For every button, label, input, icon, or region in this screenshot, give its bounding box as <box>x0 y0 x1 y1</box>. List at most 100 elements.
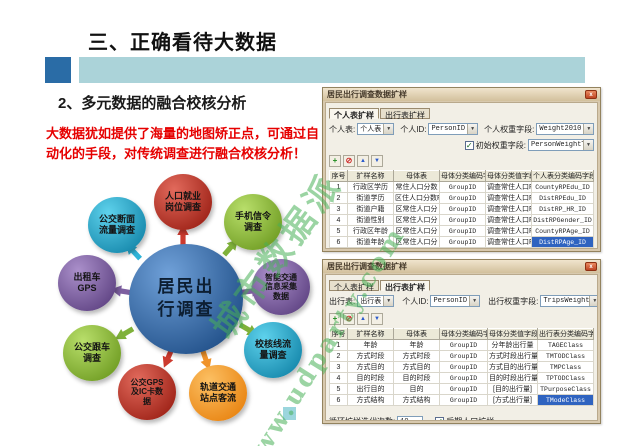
table-cell[interactable]: 调查常住人口F <box>485 181 532 193</box>
loop-iterations-input[interactable] <box>397 416 424 420</box>
table-row[interactable]: 5 行政区年龄 区常住人口分 GroupID 调查常住人口F CountyRPAge_ID <box>329 225 594 237</box>
table-row[interactable]: 2 方式时段 方式时段 GroupID 方式时段出行量 TMTODClass <box>329 350 594 362</box>
column-header[interactable]: 母体分类值字段 <box>487 328 538 340</box>
table-cell[interactable]: TAGEClass <box>537 339 594 351</box>
move-down-icon[interactable]: ▼ <box>371 155 383 167</box>
column-header[interactable]: 出行表分类编码字段 <box>537 328 594 340</box>
table-cell[interactable]: 4 <box>329 214 348 226</box>
chevron-down-icon[interactable]: ▼ <box>469 296 480 306</box>
add-icon[interactable]: + <box>329 155 341 167</box>
trip-weight-combo[interactable]: TripsWeight ▼ <box>540 295 597 307</box>
table-cell[interactable]: CountyHomeFP_ID <box>531 247 594 248</box>
init-weight-combo[interactable]: PersonWeightT ▼ <box>528 139 594 151</box>
chevron-down-icon[interactable]: ▼ <box>583 124 594 134</box>
table-cell[interactable]: GroupID <box>439 192 486 204</box>
table-select-combo[interactable]: 出行表 ▼ <box>357 295 395 307</box>
table-cell[interactable]: 街道性别 <box>347 214 394 226</box>
table-cell[interactable]: 调查常住人口F <box>485 192 532 204</box>
table-cell[interactable]: GroupID <box>439 361 488 373</box>
table-row[interactable]: 1 行政区学历 常住人口分数 GroupID 调查常住人口F CountyRPEdu_ID <box>329 181 594 193</box>
table-cell[interactable]: CountyRPEdu_ID <box>531 181 594 193</box>
table-cell[interactable]: 年龄 <box>347 339 394 351</box>
table-cell[interactable]: GroupID <box>439 383 488 395</box>
column-header[interactable]: 序号 <box>329 170 348 182</box>
table-row[interactable]: 7居家流动人口社区居家流动GroupID调查流动人口母CountyHomeFP_… <box>329 247 594 248</box>
table-cell[interactable]: 方式目的 <box>393 361 440 373</box>
table-cell[interactable]: 4 <box>329 372 348 384</box>
column-header[interactable]: 序号 <box>329 328 348 340</box>
table-cell[interactable]: 年龄 <box>393 339 440 351</box>
table-cell[interactable]: GroupID <box>439 214 486 226</box>
table-row[interactable]: 6 方式结构 方式结构 GroupID [方式出行量] TModeClass <box>329 394 594 406</box>
table-cell[interactable]: 方式时段出行量 <box>487 350 538 362</box>
table-row[interactable]: 1 年龄 年龄 GroupID 分年龄出行量 TAGEClass <box>329 339 594 351</box>
table-row[interactable]: 3 方式目的 方式目的 GroupID 方式目的出行量 TMPClass <box>329 361 594 373</box>
table-cell[interactable]: GroupID <box>439 339 488 351</box>
table-row[interactable]: 5 出行目的 目的 GroupID [目的出行量] TPurposeClass <box>329 383 594 395</box>
table-cell[interactable]: GroupID <box>439 247 486 248</box>
column-header[interactable]: 母体分类编码字段 <box>439 170 486 182</box>
chevron-down-icon[interactable]: ▼ <box>383 124 394 134</box>
close-icon[interactable]: x <box>585 262 597 271</box>
chevron-down-icon[interactable]: ▼ <box>583 140 593 150</box>
table-cell[interactable]: GroupID <box>439 181 486 193</box>
column-header[interactable]: 母体表 <box>393 328 440 340</box>
table-cell[interactable]: 行政区学历 <box>347 181 394 193</box>
table-cell[interactable]: 2 <box>329 192 348 204</box>
person-id-combo[interactable]: PersonID ▼ <box>430 295 481 307</box>
table-row[interactable]: 4 街道性别 区常住人口分 GroupID 调查常住人口F DistRPGender_ID <box>329 214 594 226</box>
table-cell[interactable]: 行政区年龄 <box>347 225 394 237</box>
table-cell[interactable]: 方式目的出行量 <box>487 361 538 373</box>
table-select-combo[interactable]: 个人表 ▼ <box>357 123 395 135</box>
table-cell[interactable]: 7 <box>329 247 348 248</box>
chevron-down-icon[interactable]: ▼ <box>467 124 478 134</box>
table-cell[interactable]: TModeClass <box>537 394 594 406</box>
table-cell[interactable]: [方式出行量] <box>487 394 538 406</box>
column-header[interactable]: 个人表分类编码字段 <box>531 170 594 182</box>
weight-field-combo[interactable]: Weight2010 ▼ <box>536 123 595 135</box>
table-cell[interactable]: TMTODClass <box>537 350 594 362</box>
table-cell[interactable]: 区常住人口分 <box>393 225 440 237</box>
move-down-icon[interactable]: ▼ <box>371 313 383 325</box>
table-cell[interactable]: 5 <box>329 225 348 237</box>
table-cell[interactable]: 方式时段 <box>393 350 440 362</box>
table-cell[interactable]: 目的时段 <box>393 372 440 384</box>
chevron-down-icon[interactable]: ▼ <box>383 296 394 306</box>
remove-icon[interactable]: ⊘ <box>343 155 355 167</box>
table-cell[interactable]: 6 <box>329 236 348 248</box>
table-cell[interactable]: TMPClass <box>537 361 594 373</box>
table-cell[interactable]: 调查常住人口F <box>485 236 532 248</box>
table-cell[interactable]: 出行目的 <box>347 383 394 395</box>
column-header[interactable]: 母体表 <box>393 170 440 182</box>
table-cell[interactable]: DistRP_HR_ID <box>531 203 594 215</box>
table-cell[interactable]: GroupID <box>439 350 488 362</box>
table-cell[interactable]: GroupID <box>439 225 486 237</box>
move-up-icon[interactable]: ▲ <box>357 313 369 325</box>
column-header[interactable]: 扩样名称 <box>347 170 394 182</box>
add-icon[interactable]: + <box>329 313 341 325</box>
tab-active[interactable]: 出行表扩样 <box>380 280 430 292</box>
tab-inactive[interactable]: 出行表扩样 <box>380 108 430 120</box>
table-cell[interactable]: TPurposeClass <box>537 383 594 395</box>
table-cell[interactable]: 5 <box>329 383 348 395</box>
table-cell[interactable]: 1 <box>329 339 348 351</box>
column-header[interactable]: 母体分类值字段 <box>485 170 532 182</box>
table-cell[interactable]: 区常住人口分 <box>393 236 440 248</box>
table-row[interactable]: 6 街道年龄 区常住人口分 GroupID 调查常住人口F DistRPAge_ID <box>329 236 594 248</box>
table-cell[interactable]: 区常住人口分 <box>393 203 440 215</box>
remove-icon[interactable]: ⊘ <box>343 313 355 325</box>
table-cell[interactable]: 调查常住人口F <box>485 225 532 237</box>
person-id-combo[interactable]: PersonID ▼ <box>428 123 479 135</box>
tab-inactive[interactable]: 个人表扩样 <box>329 280 379 292</box>
table-row[interactable]: 2 街道学历 区住人口分数F GroupID 调查常住人口F DistRPEdu_ID <box>329 192 594 204</box>
table-cell[interactable]: 街道年龄 <box>347 236 394 248</box>
table-cell[interactable]: 方式目的 <box>347 361 394 373</box>
table-cell[interactable]: [目的出行量] <box>487 383 538 395</box>
table-cell[interactable]: 6 <box>329 394 348 406</box>
table-cell[interactable]: 区住人口分数F <box>393 192 440 204</box>
chevron-down-icon[interactable]: ▼ <box>589 296 597 306</box>
table-cell[interactable]: 调查常住人口F <box>485 214 532 226</box>
table-cell[interactable]: 目的时段出行量 <box>487 372 538 384</box>
table-cell[interactable]: GroupID <box>439 394 488 406</box>
table-row[interactable]: 3 街道户籍 区常住人口分 GroupID 调查常住人口F DistRP_HR_ID <box>329 203 594 215</box>
